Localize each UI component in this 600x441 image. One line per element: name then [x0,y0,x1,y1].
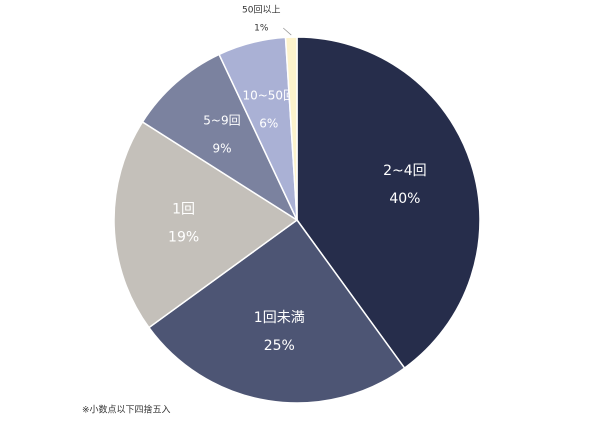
pie-slice [113,120,299,329]
pie-slice [296,36,481,370]
pie-slice [141,53,299,223]
value-label: 19% [168,230,199,246]
slice-label: 2~4回 [383,163,427,179]
value-label: 9% [212,141,231,155]
slice-label: 10~50回 [242,89,295,103]
value-label: 40% [389,191,420,207]
value-label: 1% [254,24,269,34]
pie-slice [284,36,298,221]
slice-label: 1回未満 [254,310,305,326]
slice-label: 50回以上 [242,5,280,16]
slice-label: 1回 [172,202,195,218]
value-label: 6% [259,117,278,131]
note: ※小数点以下四捨五入 [82,404,171,416]
leader-line [282,27,292,36]
slice-label: 5~9回 [203,113,240,127]
value-label: 25% [264,338,295,354]
pie-slice [147,218,406,404]
